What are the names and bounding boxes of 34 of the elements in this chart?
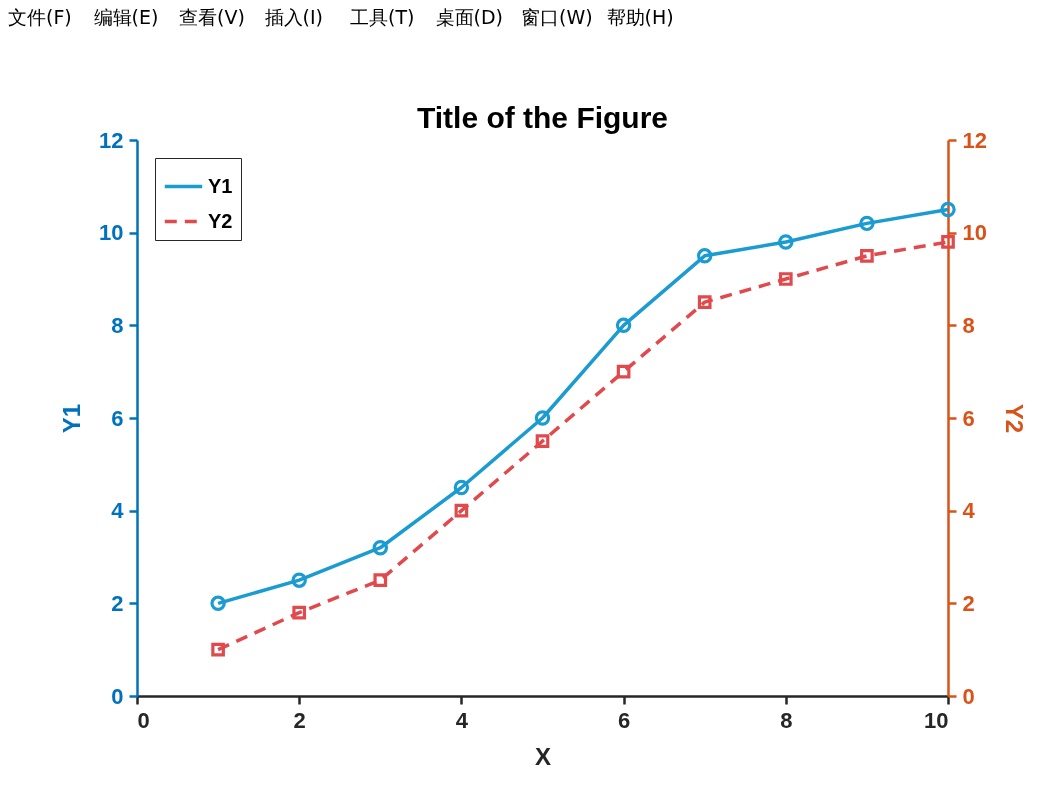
legend-label: Y2 [208,209,233,232]
y2-tick-label: 2 [962,590,975,616]
y2-tick-label: 4 [962,498,976,524]
x-axis-title: X [534,742,552,770]
text: 桌面(D) [435,6,503,28]
text: 工具(T) [350,6,415,28]
y2-tick-label: 6 [962,405,975,431]
x-tick-label: 6 [617,707,631,733]
y2-tick-label: 8 [962,312,975,338]
x-tick-label: 10 [924,707,949,733]
chart-title: Title of the Figure [416,101,669,134]
text: 帮助(H) [606,6,674,28]
y-tick-label: 12 [99,127,124,153]
y2-tick-label: 12 [962,127,987,153]
y2-axis-title: Y2 [1000,403,1028,434]
legend-label: Y1 [208,174,233,197]
y-tick-label: 2 [111,590,124,616]
text: 插入(I) [264,6,323,28]
y-tick-label: 0 [111,683,124,709]
text: 查看(V) [179,6,245,28]
x-tick-label: 2 [293,707,306,733]
x-tick-label: 0 [137,707,150,733]
text: 编辑(E) [93,6,159,28]
y-tick-label: 10 [99,220,124,246]
y-axis-title: Y1 [58,403,86,434]
y2-tick-label: 0 [962,683,975,709]
y-tick-label: 8 [111,312,124,338]
text: 文件(F) [8,6,72,28]
x-tick-label: 8 [780,707,793,733]
y-tick-label: 6 [111,405,124,431]
x-tick-label: 4 [455,707,469,733]
text: 窗口(W) [521,6,593,28]
y-tick-label: 4 [111,498,125,524]
y2-tick-label: 10 [962,220,987,246]
